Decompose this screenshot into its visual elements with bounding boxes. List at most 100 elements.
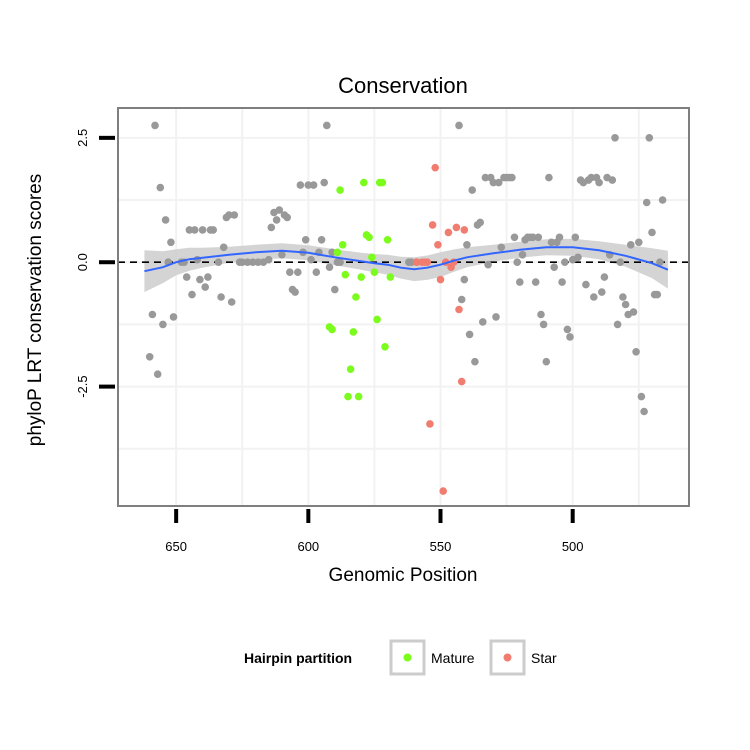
chart-title: Conservation — [338, 73, 468, 98]
data-point-other — [317, 236, 326, 244]
data-point-other — [227, 298, 236, 306]
data-point-mature — [336, 186, 344, 194]
data-point-other — [574, 253, 582, 262]
data-point-other — [294, 268, 302, 277]
data-point-other — [616, 258, 625, 267]
data-point-other — [151, 121, 159, 130]
data-point-other — [494, 178, 503, 187]
data-point-other — [534, 233, 543, 242]
data-point-other — [249, 258, 257, 267]
data-point-other — [198, 226, 207, 234]
data-point-other — [645, 134, 654, 142]
y-axis-label: phyloP LRT conservation scores — [25, 174, 46, 447]
data-point-star — [460, 226, 469, 234]
data-point-other — [328, 248, 336, 257]
data-point-other — [320, 178, 329, 187]
data-point-other — [455, 121, 463, 130]
data-point-mature — [328, 325, 336, 334]
data-point-other — [547, 238, 556, 247]
data-point-other — [312, 268, 321, 277]
data-point-other — [304, 181, 313, 189]
data-point-other — [529, 233, 537, 242]
data-point-other — [201, 283, 209, 291]
data-point-other — [307, 255, 315, 264]
legend-marker-mature — [403, 653, 412, 662]
data-point-other — [291, 288, 299, 296]
data-point-other — [613, 320, 622, 329]
data-point-other — [225, 211, 233, 219]
data-point-mature — [386, 273, 395, 281]
data-point-other — [204, 273, 212, 281]
data-point-other — [153, 370, 162, 379]
data-point-other — [407, 258, 416, 267]
data-point-other — [182, 273, 191, 281]
data-point-star — [426, 420, 434, 428]
data-point-other — [468, 186, 477, 194]
data-point-star — [444, 228, 453, 237]
data-point-other — [629, 308, 638, 316]
data-point-other — [219, 243, 228, 252]
data-point-other — [167, 238, 175, 247]
data-point-star — [439, 487, 448, 495]
data-point-other — [531, 278, 540, 286]
data-point-mature — [378, 178, 387, 187]
data-point-other — [156, 183, 165, 192]
data-point-other — [642, 198, 651, 207]
data-point-other — [608, 176, 617, 184]
data-point-other — [563, 325, 572, 334]
data-point-star — [428, 221, 437, 229]
data-point-other — [159, 320, 167, 329]
data-point-other — [497, 243, 506, 252]
data-point-other — [272, 216, 281, 224]
data-point-mature — [368, 253, 376, 262]
data-point-other — [214, 258, 223, 267]
data-point-other — [275, 206, 284, 214]
data-point-other — [637, 392, 646, 401]
y-tick-label: -2.5 — [75, 375, 90, 397]
data-point-other — [590, 293, 598, 301]
data-point-other — [471, 357, 479, 366]
data-point-other — [278, 251, 286, 259]
data-point-other — [161, 216, 170, 224]
data-point-other — [555, 233, 564, 242]
data-points-layer — [145, 121, 667, 495]
data-point-other — [600, 273, 609, 281]
data-point-star — [436, 275, 445, 284]
data-point-mature — [383, 236, 392, 244]
data-point-other — [264, 255, 273, 264]
data-point-other — [309, 181, 318, 189]
data-point-mature — [381, 343, 389, 351]
data-point-other — [476, 218, 485, 227]
data-point-other — [254, 258, 262, 267]
data-point-mature — [360, 178, 368, 187]
data-point-other — [539, 320, 548, 329]
legend-marker-star — [503, 653, 512, 662]
data-point-other — [632, 348, 640, 356]
data-point-other — [238, 258, 246, 267]
data-point-star — [434, 241, 442, 249]
data-point-mature — [370, 268, 379, 277]
data-point-mature — [354, 392, 363, 401]
data-point-other — [148, 310, 157, 319]
data-point-other — [653, 290, 662, 299]
data-point-other — [640, 407, 648, 416]
x-axis-label: Genomic Position — [329, 565, 478, 586]
data-point-other — [217, 293, 225, 301]
data-point-other — [611, 134, 619, 142]
data-point-other — [243, 258, 252, 267]
data-point-other — [325, 263, 334, 272]
legend-label-mature: Mature — [431, 650, 475, 666]
data-point-other — [587, 173, 595, 182]
data-point-star — [452, 223, 461, 232]
data-point-other — [296, 181, 305, 189]
data-point-other — [582, 280, 590, 289]
data-point-other — [621, 300, 630, 309]
data-point-other — [510, 233, 519, 242]
plot-panel-border — [117, 107, 690, 507]
data-point-mature — [338, 241, 347, 249]
smooth-fit-line — [144, 246, 669, 273]
legend-title: Hairpin partition — [244, 650, 352, 666]
data-point-other — [283, 213, 292, 222]
axis-ticks-layer: 650 600 550 500 2.5 0.0 -2.5 — [75, 129, 584, 554]
